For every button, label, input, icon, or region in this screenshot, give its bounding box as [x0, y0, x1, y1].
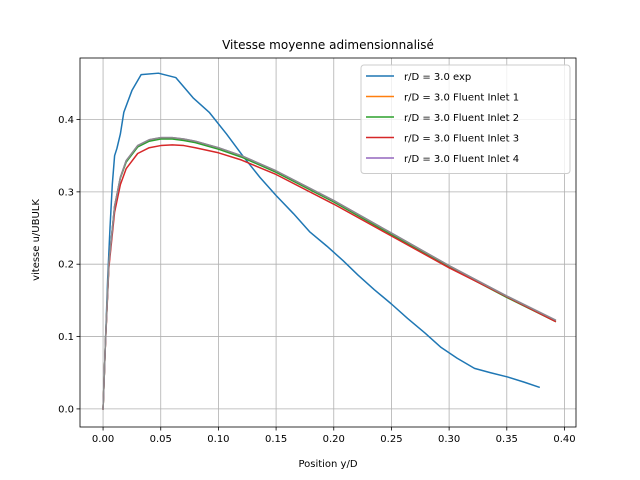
- legend-box: [360, 64, 571, 174]
- x-tick-label: 0.35: [496, 434, 518, 445]
- series-line-4: [102, 144, 557, 410]
- y-axis: 0.0 0.1 0.2 0.3 0.4: [58, 115, 80, 415]
- x-tick-label: 0.05: [150, 434, 172, 445]
- x-axis-label: Position y/D: [298, 459, 357, 470]
- x-tick-label: 0.30: [438, 434, 460, 445]
- y-tick-label: 0.1: [58, 332, 74, 343]
- x-tick-label: 0.25: [380, 434, 402, 445]
- y-tick-label: 0.2: [58, 260, 74, 271]
- chart-title: Vitesse moyenne adimensionnalisé: [222, 38, 434, 52]
- y-tick-label: 0.3: [58, 187, 74, 198]
- y-tick-label: 0.0: [58, 404, 74, 415]
- y-axis-label: vitesse u/UBULK: [31, 199, 42, 281]
- x-tick-label: 0.10: [207, 434, 229, 445]
- legend: r/D = 3.0 exp r/D = 3.0 Fluent Inlet 1 r/D…: [360, 64, 571, 174]
- legend-entry: r/D = 3.0 Fluent Inlet 4: [404, 154, 519, 165]
- legend-entry: r/D = 3.0 Fluent Inlet 1: [404, 93, 519, 104]
- plot-lines: [102, 72, 557, 410]
- x-tick-label: 0.20: [323, 434, 345, 445]
- legend-entry: r/D = 3.0 Fluent Inlet 2: [404, 113, 519, 124]
- y-tick-label: 0.4: [58, 115, 74, 126]
- x-tick-label: 0.15: [265, 434, 287, 445]
- x-axis: 0.00 0.05 0.10 0.15 0.20 0.25 0.30 0.35 0.40: [92, 427, 576, 445]
- legend-entry: r/D = 3.0 exp: [404, 72, 471, 83]
- legend-entry: r/D = 3.0 Fluent Inlet 3: [404, 134, 519, 145]
- x-tick-label: 0.40: [553, 434, 575, 445]
- plot-frame: [79, 57, 577, 428]
- overlay-series-line: [102, 136, 557, 410]
- x-tick-label: 0.00: [92, 434, 114, 445]
- series-line-1: [102, 72, 541, 410]
